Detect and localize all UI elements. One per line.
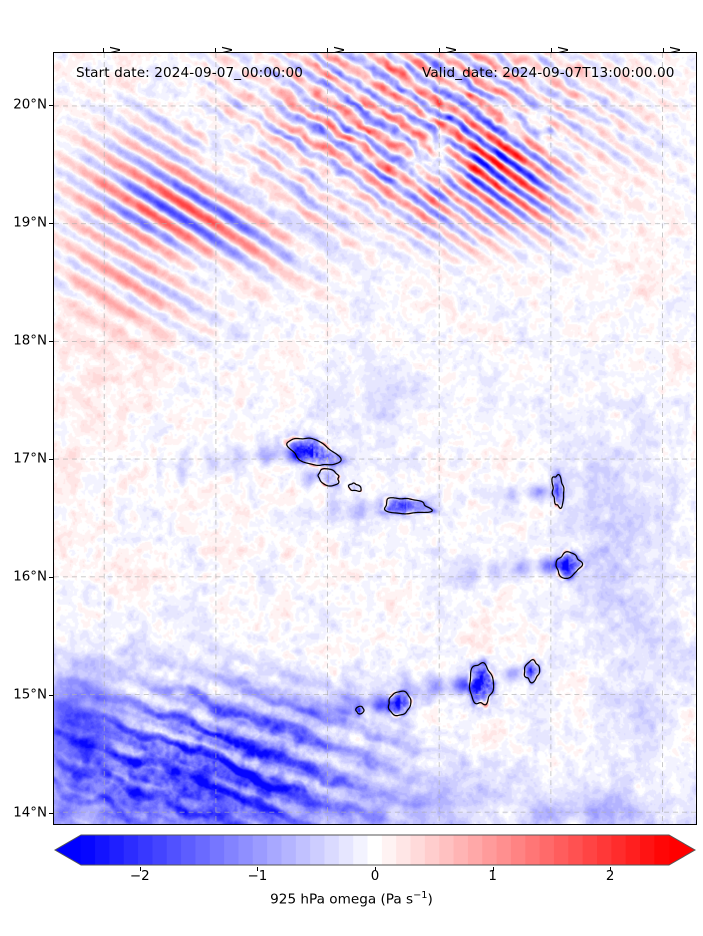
y-ticklabel-18N: 18°N: [13, 333, 47, 349]
colorbar-tickmark: [139, 867, 141, 871]
colorbar-ticklabel-4: 2: [605, 869, 615, 884]
x-tickmark: [663, 48, 665, 52]
colorbar-gradient: [53, 834, 697, 866]
y-ticklabel-17N: 17°N: [13, 451, 47, 467]
omega-heatmap: [54, 53, 696, 824]
y-ticklabel-19N: 19°N: [13, 215, 47, 231]
coastline-contours: [286, 437, 584, 717]
y-tickmark: [49, 341, 53, 343]
x-tickmark: [215, 48, 217, 52]
x-tickmark: [439, 48, 441, 52]
y-tickmark: [49, 459, 53, 461]
y-tickmark: [49, 105, 53, 107]
colorbar-axis-label: 925 hPa omega (Pa s−1): [0, 890, 703, 908]
y-ticklabel-14N: 14°N: [13, 805, 47, 821]
map-axes[interactable]: Start date: 2024-09-07_00:00:00 Valid_da…: [53, 52, 697, 825]
y-ticklabel-15N: 15°N: [13, 687, 47, 703]
y-tickmark: [49, 223, 53, 225]
y-tickmark: [49, 577, 53, 579]
x-tickmark: [327, 48, 329, 52]
colorbar-tickmark: [610, 867, 612, 871]
x-tickmark: [551, 48, 553, 52]
colorbar-label-exponent: −1: [413, 890, 428, 901]
y-tickmark: [49, 813, 53, 815]
colorbar-tickmark: [257, 867, 259, 871]
x-tickmark: [103, 48, 105, 52]
colorbar-label-tail: ): [427, 891, 433, 908]
lat-lon-gridlines: [54, 53, 696, 824]
colorbar-ticklabel-3: 1: [488, 869, 497, 884]
colorbar-tickmark: [375, 867, 376, 871]
colorbar[interactable]: −2 −1 0 1 2: [53, 833, 697, 884]
colorbar-ticklabel-1: −1: [247, 869, 268, 884]
colorbar-ticklabel-2: 0: [370, 869, 380, 884]
colorbar-label-text: 925 hPa omega (Pa s: [270, 891, 414, 908]
y-ticklabel-16N: 16°N: [13, 569, 47, 585]
y-tickmark: [49, 695, 53, 697]
valid-date-annotation: Valid_date: 2024-09-07T13:00:00.00: [422, 65, 675, 81]
start-date-annotation: Start date: 2024-09-07_00:00:00: [76, 65, 304, 81]
colorbar-ticklabel-0: −2: [129, 869, 150, 884]
y-ticklabel-20N: 20°N: [13, 97, 47, 113]
colorbar-tickmark: [492, 867, 494, 871]
